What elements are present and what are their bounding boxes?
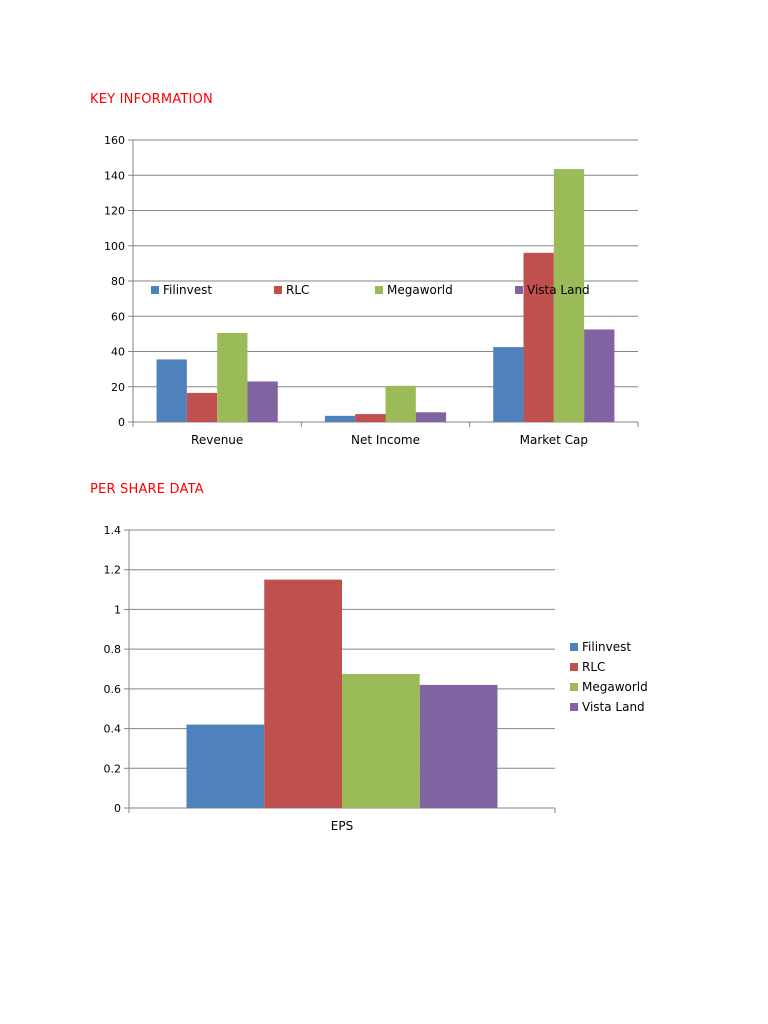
bar-vista-land-market-cap <box>584 329 615 422</box>
y-tick-label: 160 <box>104 134 125 147</box>
legend-label-filinvest: Filinvest <box>582 640 631 654</box>
bar-rlc-net-income <box>355 414 386 422</box>
y-tick-label: 60 <box>111 310 125 323</box>
legend-swatch-megaworld <box>570 683 578 691</box>
bar-megaworld-eps <box>342 673 420 808</box>
y-tick-label: 1 <box>114 603 121 616</box>
y-tick-label: 0.4 <box>104 723 122 736</box>
per-share-data-title: PER SHARE DATA <box>90 482 204 497</box>
bar-megaworld-revenue <box>217 332 248 422</box>
legend-swatch-rlc <box>570 663 578 671</box>
legend-label-rlc: RLC <box>582 660 605 674</box>
per-share-data-chart: 0 0.2 0.4 0.6 0.8 1 1.2 1.4 EPS Filinvest RLC Megaw… <box>104 524 648 833</box>
bar-vista-land-net-income <box>415 412 447 422</box>
y-tick-label: 20 <box>111 381 125 394</box>
y-tick-label: 0.6 <box>104 683 122 696</box>
bar-rlc-eps <box>264 579 342 808</box>
bar-rlc-revenue <box>186 392 218 422</box>
bar-vista-land-revenue <box>247 381 278 422</box>
legend-label-megaworld: Megaworld <box>582 680 648 694</box>
x-category-label: EPS <box>331 819 353 833</box>
x-category-label: Net Income <box>351 433 420 447</box>
legend-swatch-megaworld <box>375 286 383 294</box>
bar-megaworld-net-income <box>385 385 416 422</box>
legend-swatch-vista-land <box>515 286 523 294</box>
legend-swatch-vista-land <box>570 703 578 711</box>
legend-swatch-filinvest <box>151 286 159 294</box>
bar-filinvest-net-income <box>324 415 356 422</box>
key-information-title: KEY INFORMATION <box>90 92 213 107</box>
legend-label-filinvest: Filinvest <box>163 283 212 297</box>
legend-swatch-filinvest <box>570 643 578 651</box>
y-tick-label: 1.4 <box>104 524 122 537</box>
legend-label-vista-land: Vista Land <box>527 283 590 297</box>
y-tick-label: 0.2 <box>104 762 122 775</box>
y-tick-label: 80 <box>111 275 125 288</box>
bar-filinvest-eps <box>186 724 265 808</box>
bar-rlc-market-cap <box>523 252 554 422</box>
x-category-label: Revenue <box>191 433 243 447</box>
bar-filinvest-revenue <box>156 359 187 422</box>
y-tick-label: 140 <box>104 169 125 182</box>
bar-megaworld-market-cap <box>553 169 585 422</box>
x-category-label: Market Cap <box>520 433 588 447</box>
legend-label-megaworld: Megaworld <box>387 283 453 297</box>
key-information-chart: 0 20 40 60 80 100 120 140 160 Revenue Net Income Ma… <box>104 134 639 447</box>
legend-swatch-rlc <box>274 286 282 294</box>
y-tick-label: 0 <box>114 802 121 815</box>
y-tick-label: 0.8 <box>104 643 122 656</box>
y-tick-label: 120 <box>104 205 125 218</box>
y-tick-label: 0 <box>118 416 125 429</box>
bar-filinvest-market-cap <box>493 347 524 422</box>
y-tick-label: 100 <box>104 240 125 253</box>
legend-label-rlc: RLC <box>286 283 309 297</box>
legend-label-vista-land: Vista Land <box>582 700 645 714</box>
y-tick-label: 40 <box>111 346 125 359</box>
y-tick-label: 1.2 <box>104 564 122 577</box>
bar-vista-land-eps <box>419 684 498 808</box>
